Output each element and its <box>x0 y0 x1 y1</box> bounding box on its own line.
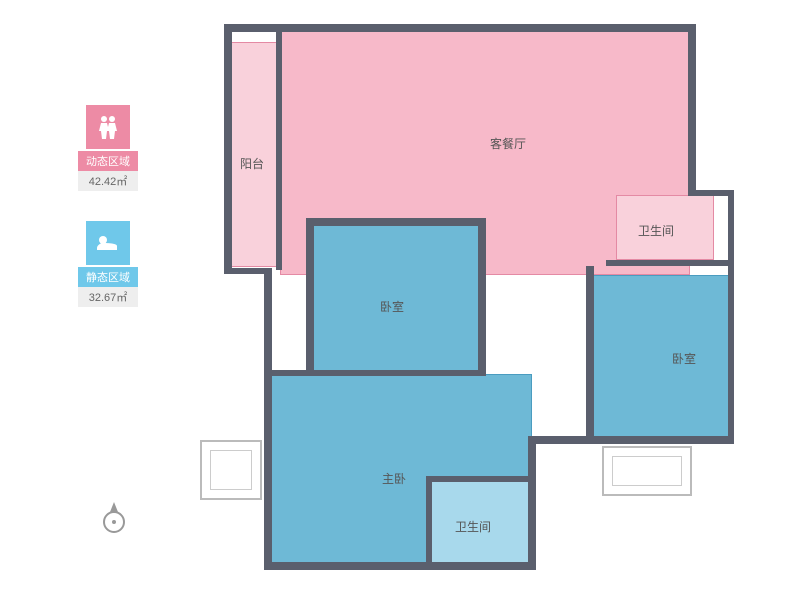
legend-item-static: 静态区域 32.67㎡ <box>78 221 138 307</box>
wall <box>264 370 486 376</box>
wall <box>426 476 432 568</box>
room-阳台 <box>228 42 280 267</box>
wall <box>588 436 734 444</box>
wall <box>224 24 696 32</box>
room-卧室 <box>310 224 480 374</box>
wall <box>224 24 232 272</box>
compass-icon <box>100 500 128 541</box>
wall <box>478 218 486 374</box>
people-icon <box>86 105 130 149</box>
wall <box>528 436 536 570</box>
legend-label: 动态区域 <box>78 151 138 171</box>
room-卫生间 <box>430 480 532 566</box>
wall <box>306 218 484 226</box>
wall <box>586 266 594 442</box>
window-frame <box>602 446 692 496</box>
wall <box>688 24 696 194</box>
wall <box>528 436 592 444</box>
wall <box>426 476 534 482</box>
sleep-icon <box>86 221 130 265</box>
room-卧室 <box>592 275 732 440</box>
wall <box>306 218 314 374</box>
window-frame <box>200 440 262 500</box>
floorplan-canvas: 动态区域 42.42㎡ 静态区域 32.67㎡ 客餐厅阳台卫生间卧室卧室主卧卫生… <box>0 0 800 600</box>
legend-label: 静态区域 <box>78 267 138 287</box>
legend-value: 42.42㎡ <box>78 171 138 191</box>
legend: 动态区域 42.42㎡ 静态区域 32.67㎡ <box>78 105 138 337</box>
wall <box>276 30 282 270</box>
wall <box>728 190 734 444</box>
wall <box>264 562 536 570</box>
wall <box>264 268 272 376</box>
legend-item-dynamic: 动态区域 42.42㎡ <box>78 105 138 191</box>
legend-value: 32.67㎡ <box>78 287 138 307</box>
wall <box>264 368 272 568</box>
room-卫生间 <box>616 195 714 260</box>
wall <box>606 260 730 266</box>
